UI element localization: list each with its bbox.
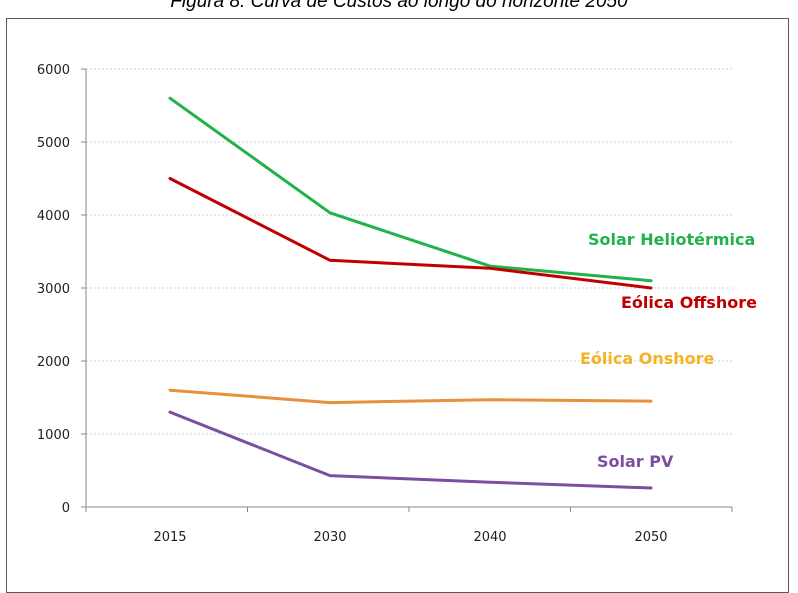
x-tick-label: 2050 xyxy=(634,530,667,545)
chart-frame xyxy=(6,18,789,593)
series-line xyxy=(168,177,653,290)
series-label: Eólica Offshore xyxy=(621,293,757,312)
y-tick-label: 4000 xyxy=(37,209,70,224)
y-tick-label: 6000 xyxy=(37,63,70,78)
y-tick-label: 2000 xyxy=(37,355,70,370)
line-chart: 0 1000 2000 3000 4000 5000 6000 2015 2030 2040 205… xyxy=(37,63,757,545)
figure-caption: Figura 8: Curva de Custos ao longo do ho… xyxy=(170,0,628,12)
y-tick-label: 0 xyxy=(62,501,70,516)
series-label: Solar PV xyxy=(597,452,674,471)
y-tick-label: 1000 xyxy=(37,428,70,443)
series-labels: Solar Heliotérmica Eólica Offshore Eólica … xyxy=(580,230,757,471)
series-line xyxy=(168,410,653,490)
gridlines xyxy=(86,68,732,435)
series-line xyxy=(168,388,653,405)
axes: 0 1000 2000 3000 4000 5000 6000 2015 2030 2040 205… xyxy=(37,63,733,545)
series-line xyxy=(168,96,653,283)
y-tick-label: 5000 xyxy=(37,136,70,151)
series-label: Eólica Onshore xyxy=(580,349,715,368)
series-label: Solar Heliotérmica xyxy=(588,230,755,249)
x-tick-label: 2030 xyxy=(313,530,346,545)
y-tick-label: 3000 xyxy=(37,282,70,297)
series-lines xyxy=(168,96,653,490)
x-tick-label: 2015 xyxy=(153,530,186,545)
x-tick-label: 2040 xyxy=(473,530,506,545)
